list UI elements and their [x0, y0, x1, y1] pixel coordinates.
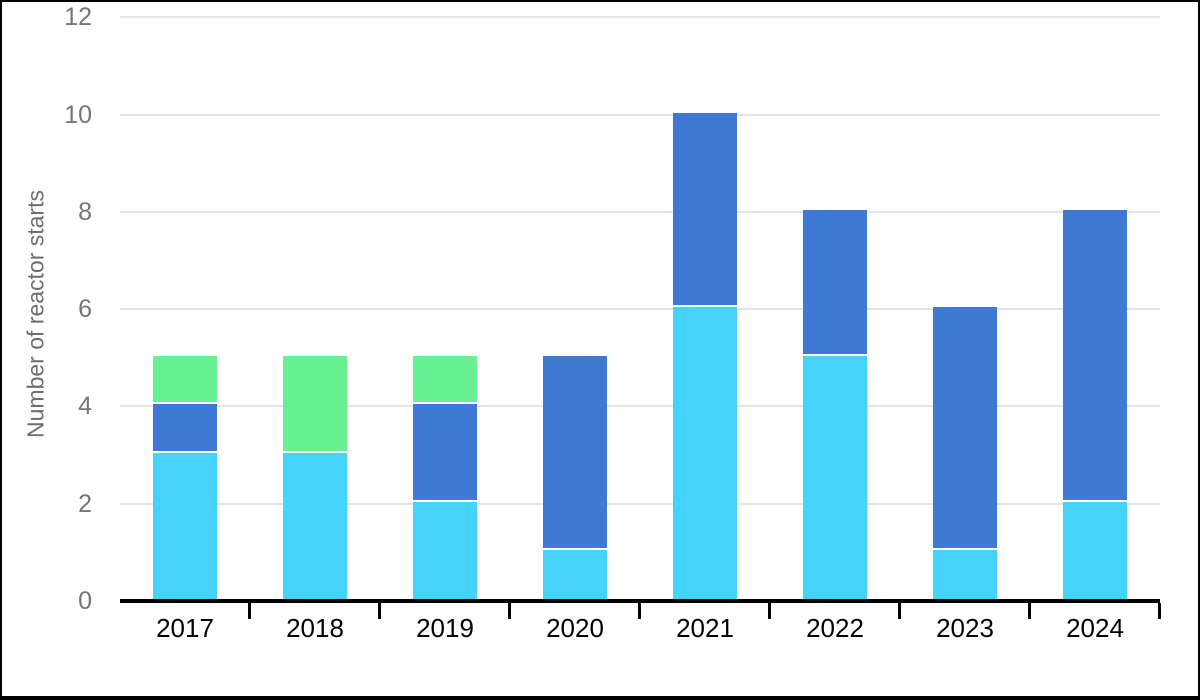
x-axis-tick	[248, 603, 251, 619]
bar-segment-medium-blue	[1063, 209, 1127, 502]
y-tick-label: 12	[64, 3, 92, 32]
x-axis-label: 2021	[676, 613, 734, 643]
bar-segment-medium-blue	[413, 404, 477, 502]
x-axis-tick	[638, 603, 641, 619]
x-axis-tick	[378, 603, 381, 619]
bar-segment-medium-blue	[803, 209, 867, 356]
bar-2020	[543, 355, 607, 599]
bar-segment-light-blue	[673, 307, 737, 599]
gridline	[120, 113, 1160, 116]
bar-segment-light-blue	[413, 501, 477, 599]
x-axis-label: 2024	[1066, 613, 1124, 643]
bar-2023	[933, 307, 997, 599]
bar-segment-green	[153, 355, 217, 405]
y-tick-label: 0	[78, 587, 92, 615]
bar-segment-medium-blue	[933, 307, 997, 551]
gridline	[120, 405, 1160, 408]
x-axis-label: 2018	[286, 613, 344, 643]
bar-segment-light-blue	[153, 453, 217, 599]
x-axis-tick	[898, 603, 901, 619]
x-axis-tick	[1028, 603, 1031, 619]
bar-2019	[413, 355, 477, 599]
y-tick-label: 10	[64, 100, 92, 129]
x-axis-tick	[768, 603, 771, 619]
y-tick-label: 4	[78, 392, 92, 421]
bar-segment-medium-blue	[543, 355, 607, 551]
bar-2022	[803, 209, 867, 599]
x-axis-tick	[508, 603, 511, 619]
y-tick-label: 8	[78, 197, 92, 226]
x-axis-label: 2020	[546, 613, 604, 643]
bar-2024	[1063, 209, 1127, 599]
gridline	[120, 308, 1160, 311]
bar-segment-light-blue	[933, 550, 997, 599]
bar-segment-light-blue	[1063, 501, 1127, 599]
x-axis-label: 2019	[416, 613, 474, 643]
bar-segment-light-blue	[543, 550, 607, 599]
y-tick-label: 2	[78, 489, 92, 518]
x-axis-line	[120, 599, 1160, 603]
gridline	[120, 502, 1160, 505]
bar-segment-light-blue	[283, 453, 347, 599]
x-axis-label: 2022	[806, 613, 864, 643]
bar-segment-medium-blue	[673, 112, 737, 308]
bar-segment-light-blue	[803, 355, 867, 599]
x-axis-tick	[1158, 603, 1161, 619]
x-axis-label: 2023	[936, 613, 994, 643]
bar-2017	[153, 355, 217, 599]
gridline	[120, 210, 1160, 213]
y-tick-label: 6	[78, 295, 92, 324]
bar-segment-medium-blue	[153, 404, 217, 454]
bar-2018	[283, 355, 347, 599]
x-axis-label: 2017	[156, 613, 214, 643]
bar-segment-green	[413, 355, 477, 405]
bar-2021	[673, 112, 737, 599]
bar-segment-green	[283, 355, 347, 454]
gridline	[120, 16, 1160, 19]
